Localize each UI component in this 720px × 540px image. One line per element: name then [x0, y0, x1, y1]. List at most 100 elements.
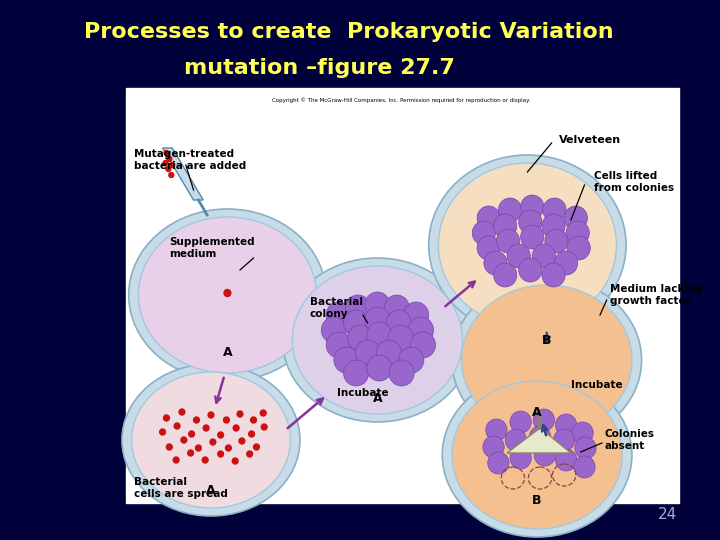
Text: A: A — [532, 406, 542, 419]
Circle shape — [166, 444, 172, 450]
Ellipse shape — [428, 155, 626, 335]
Ellipse shape — [567, 236, 590, 260]
Circle shape — [225, 445, 231, 451]
Circle shape — [181, 437, 186, 443]
Ellipse shape — [575, 437, 596, 459]
Circle shape — [174, 423, 180, 429]
Ellipse shape — [377, 340, 402, 366]
Circle shape — [194, 417, 199, 423]
Circle shape — [210, 439, 216, 445]
Ellipse shape — [477, 206, 500, 230]
Circle shape — [247, 451, 253, 457]
Ellipse shape — [496, 229, 520, 253]
Ellipse shape — [493, 263, 517, 287]
Ellipse shape — [507, 244, 531, 268]
Circle shape — [261, 410, 266, 416]
Ellipse shape — [477, 236, 500, 260]
Circle shape — [203, 425, 209, 431]
FancyBboxPatch shape — [126, 88, 680, 503]
Ellipse shape — [554, 429, 575, 451]
Ellipse shape — [542, 263, 565, 287]
Circle shape — [223, 417, 230, 423]
Ellipse shape — [388, 325, 413, 351]
Ellipse shape — [132, 372, 290, 508]
Text: Copyright © The McGraw-Hill Companies, Inc. Permission required for reproduction: Copyright © The McGraw-Hill Companies, I… — [272, 97, 531, 103]
Ellipse shape — [346, 295, 371, 321]
Circle shape — [233, 425, 239, 431]
Ellipse shape — [355, 340, 380, 366]
Ellipse shape — [534, 409, 554, 431]
Ellipse shape — [484, 251, 507, 275]
Text: Incubate: Incubate — [337, 388, 389, 398]
Ellipse shape — [518, 210, 542, 234]
Text: Velveteen: Velveteen — [559, 135, 621, 145]
Ellipse shape — [493, 214, 517, 238]
Circle shape — [224, 289, 231, 296]
Ellipse shape — [365, 292, 390, 318]
Text: Cells lifted
from colonies: Cells lifted from colonies — [594, 171, 675, 193]
Ellipse shape — [472, 221, 495, 245]
Text: B: B — [532, 494, 542, 507]
Text: 24: 24 — [658, 507, 678, 522]
Ellipse shape — [292, 266, 462, 414]
Circle shape — [251, 417, 256, 423]
Text: mutation –figure 27.7: mutation –figure 27.7 — [184, 58, 455, 78]
Circle shape — [160, 429, 166, 435]
Circle shape — [174, 457, 179, 463]
Circle shape — [179, 409, 185, 415]
Ellipse shape — [408, 317, 433, 343]
Ellipse shape — [452, 381, 622, 529]
Ellipse shape — [555, 414, 577, 436]
Ellipse shape — [483, 436, 504, 458]
Text: Mutagen-treated
bacteria are added: Mutagen-treated bacteria are added — [133, 149, 246, 171]
Circle shape — [253, 444, 259, 450]
Ellipse shape — [321, 317, 346, 343]
Circle shape — [261, 424, 267, 430]
Ellipse shape — [384, 295, 410, 321]
Ellipse shape — [410, 332, 436, 358]
Ellipse shape — [572, 422, 593, 444]
Ellipse shape — [365, 307, 390, 333]
Text: B: B — [542, 334, 552, 347]
Ellipse shape — [486, 419, 507, 441]
Ellipse shape — [129, 209, 326, 381]
Text: Supplemented
medium: Supplemented medium — [169, 237, 255, 259]
Circle shape — [239, 438, 245, 444]
Ellipse shape — [487, 452, 509, 474]
Text: Incubate: Incubate — [571, 380, 623, 390]
Ellipse shape — [521, 195, 544, 219]
Ellipse shape — [574, 456, 595, 478]
Ellipse shape — [529, 426, 551, 448]
Ellipse shape — [510, 411, 531, 433]
Ellipse shape — [282, 258, 472, 422]
Circle shape — [217, 432, 223, 438]
Ellipse shape — [518, 258, 542, 282]
Ellipse shape — [366, 322, 392, 348]
Ellipse shape — [555, 449, 577, 471]
Circle shape — [202, 457, 208, 463]
Ellipse shape — [564, 206, 588, 230]
Circle shape — [195, 445, 202, 451]
Ellipse shape — [543, 198, 566, 222]
Ellipse shape — [545, 229, 568, 253]
Text: A: A — [372, 392, 382, 404]
Ellipse shape — [122, 364, 300, 516]
Ellipse shape — [534, 444, 555, 466]
Circle shape — [167, 157, 172, 161]
Ellipse shape — [532, 244, 555, 268]
Text: A: A — [206, 483, 216, 496]
Circle shape — [164, 151, 169, 156]
Ellipse shape — [505, 429, 526, 451]
Circle shape — [170, 163, 175, 167]
Ellipse shape — [403, 302, 428, 328]
Circle shape — [248, 431, 254, 437]
Circle shape — [217, 451, 223, 457]
Ellipse shape — [554, 251, 577, 275]
Ellipse shape — [498, 198, 521, 222]
Text: Bacterial
cells are spread: Bacterial cells are spread — [133, 477, 228, 499]
Ellipse shape — [452, 277, 642, 443]
Ellipse shape — [442, 373, 632, 537]
Text: A: A — [222, 347, 233, 360]
Ellipse shape — [510, 447, 531, 469]
Ellipse shape — [334, 347, 359, 373]
